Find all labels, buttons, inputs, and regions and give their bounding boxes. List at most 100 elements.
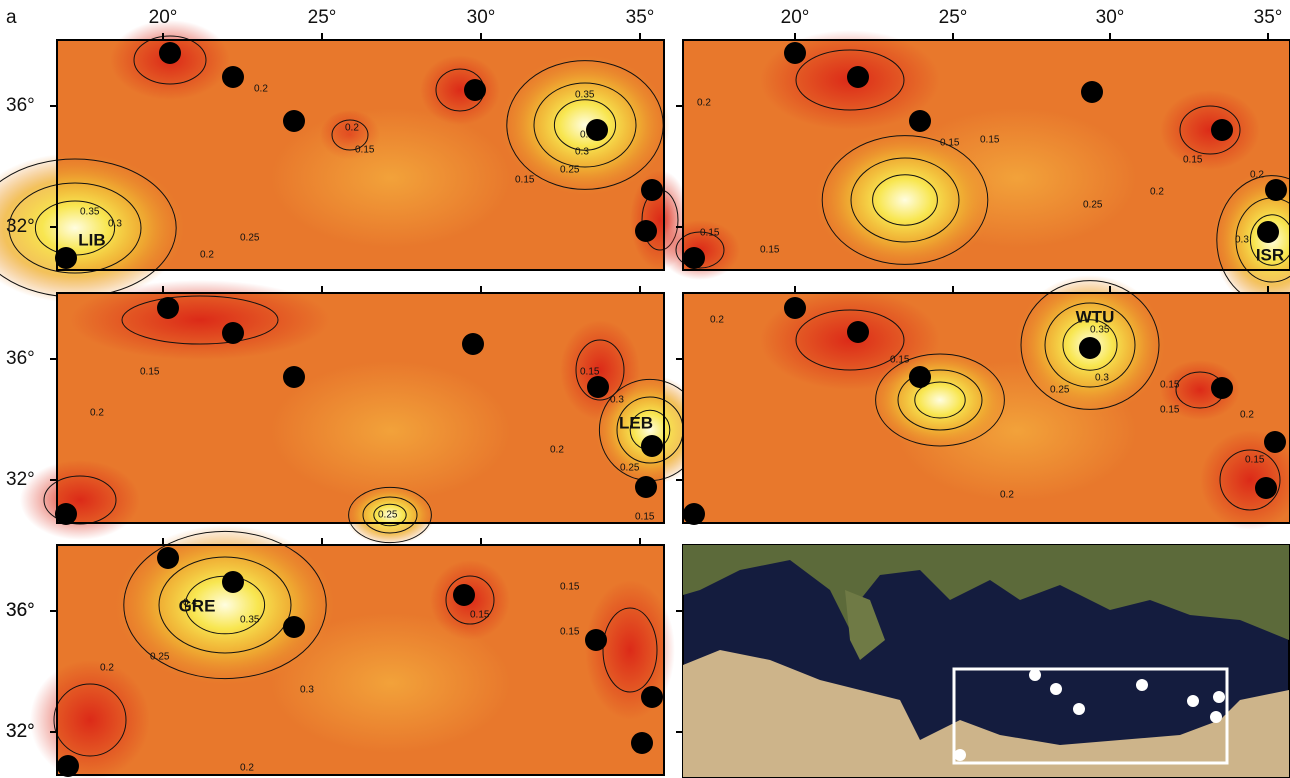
y-tick-label: 32° xyxy=(6,216,35,237)
heatmap-panel: 0.20.20.150.350.30.250.20.350.30.250.20.… xyxy=(0,7,690,303)
site-marker xyxy=(1079,337,1101,359)
contour-label: 0.15 xyxy=(470,610,490,621)
contour-label: 0.25 xyxy=(150,652,170,663)
contour-label: 0.3 xyxy=(300,685,314,696)
contour-label: 0.2 xyxy=(90,408,104,419)
contour-label: 0.3 xyxy=(108,219,122,230)
contour-label: 0.25 xyxy=(1050,385,1070,396)
contour-label: 0.15 xyxy=(140,367,160,378)
site-label: LEB xyxy=(619,413,653,432)
site-marker xyxy=(55,247,77,269)
site-marker xyxy=(1081,81,1103,103)
site-marker xyxy=(1255,477,1277,499)
site-marker xyxy=(159,42,181,64)
site-marker xyxy=(222,571,244,593)
site-marker xyxy=(683,503,705,525)
contour-label: 0.15 xyxy=(355,145,375,156)
site-marker xyxy=(784,297,806,319)
y-tick-label: 36° xyxy=(6,95,35,116)
site-marker xyxy=(222,322,244,344)
contour-label: 0.2 xyxy=(710,315,724,326)
contour-label: 0.25 xyxy=(1083,200,1103,211)
site-marker xyxy=(784,42,806,64)
contour-label: 0.3 xyxy=(1095,373,1109,384)
contour-label: 0.15 xyxy=(700,228,720,239)
high-region xyxy=(815,130,995,270)
contour-label: 0.15 xyxy=(890,355,910,366)
site-label: LIB xyxy=(78,230,105,249)
x-tick-label: 20° xyxy=(149,7,178,28)
site-label: WTU xyxy=(1076,307,1115,326)
contour-label: 0.2 xyxy=(240,763,254,774)
contour-label: 0.25 xyxy=(240,233,260,244)
y-tick-label: 36° xyxy=(6,600,35,621)
site-marker xyxy=(635,476,657,498)
contour-label: 0.15 xyxy=(635,512,655,523)
x-tick-label: 35° xyxy=(626,7,655,28)
site-marker xyxy=(1264,431,1286,453)
site-marker xyxy=(222,66,244,88)
site-marker xyxy=(909,110,931,132)
site-marker xyxy=(464,79,486,101)
contour-label: 0.2 xyxy=(1150,187,1164,198)
contour-label: 0.35 xyxy=(575,90,595,101)
site-marker xyxy=(586,119,608,141)
contour-label: 0.2 xyxy=(1000,490,1014,501)
site-marker xyxy=(847,321,869,343)
contour-label: 0.15 xyxy=(1245,455,1265,466)
high-region xyxy=(115,525,335,685)
site-marker xyxy=(847,66,869,88)
site-marker xyxy=(587,376,609,398)
site-marker xyxy=(683,247,705,269)
low-region xyxy=(20,460,140,540)
site-marker xyxy=(157,547,179,569)
contour-label: 0.3 xyxy=(610,395,624,406)
low-region xyxy=(30,660,150,778)
figure: a 0.2 0.2 0.15 0.35 0.3 0.25 0.2 0.35 0.3 0.25 0.2… xyxy=(0,0,1290,778)
site-marker xyxy=(57,755,79,777)
contour-label: 0.2 xyxy=(697,98,711,109)
overview-map xyxy=(683,545,1289,777)
contour-label: 0.15 xyxy=(1183,155,1203,166)
contour-label: 0.15 xyxy=(940,138,960,149)
site-label: GRE xyxy=(179,596,216,615)
x-tick-label: 30° xyxy=(467,7,496,28)
contour-label: 0.3 xyxy=(1235,235,1249,246)
panel-label: a xyxy=(6,7,17,28)
site-marker xyxy=(453,584,475,606)
site-marker xyxy=(635,220,657,242)
x-tick-label: 25° xyxy=(308,7,337,28)
x-tick-label: 30° xyxy=(1096,7,1125,28)
y-tick-label: 32° xyxy=(6,721,35,742)
contour-label: 0.15 xyxy=(560,627,580,638)
mid-region xyxy=(271,108,511,248)
contour-label: 0.3 xyxy=(575,147,589,158)
site-marker xyxy=(1211,377,1233,399)
site-marker xyxy=(462,333,484,355)
contour-label: 0.2 xyxy=(254,84,268,95)
site-marker xyxy=(283,110,305,132)
site-marker xyxy=(641,435,663,457)
contour-label: 0.15 xyxy=(515,175,535,186)
site-marker xyxy=(1211,119,1233,141)
site-marker xyxy=(283,366,305,388)
contour-label: 0.2 xyxy=(200,250,214,261)
mid-region xyxy=(271,361,511,501)
site-marker xyxy=(1257,221,1279,243)
contour-label: 0.25 xyxy=(560,165,580,176)
contour-label: 0.15 xyxy=(580,367,600,378)
site-marker xyxy=(585,629,607,651)
site-marker xyxy=(641,686,663,708)
y-tick-label: 32° xyxy=(6,469,35,490)
low-region xyxy=(1160,90,1260,170)
contour-label: 0.25 xyxy=(378,510,398,521)
contour-label: 0.2 xyxy=(550,445,564,456)
contour-label: 0.2 xyxy=(1250,170,1264,181)
site-marker xyxy=(631,732,653,754)
contour-label: 0.15 xyxy=(760,245,780,256)
contour-label: 0.35 xyxy=(240,615,260,626)
contour-label: 0.15 xyxy=(1160,405,1180,416)
x-tick-label: 25° xyxy=(939,7,968,28)
